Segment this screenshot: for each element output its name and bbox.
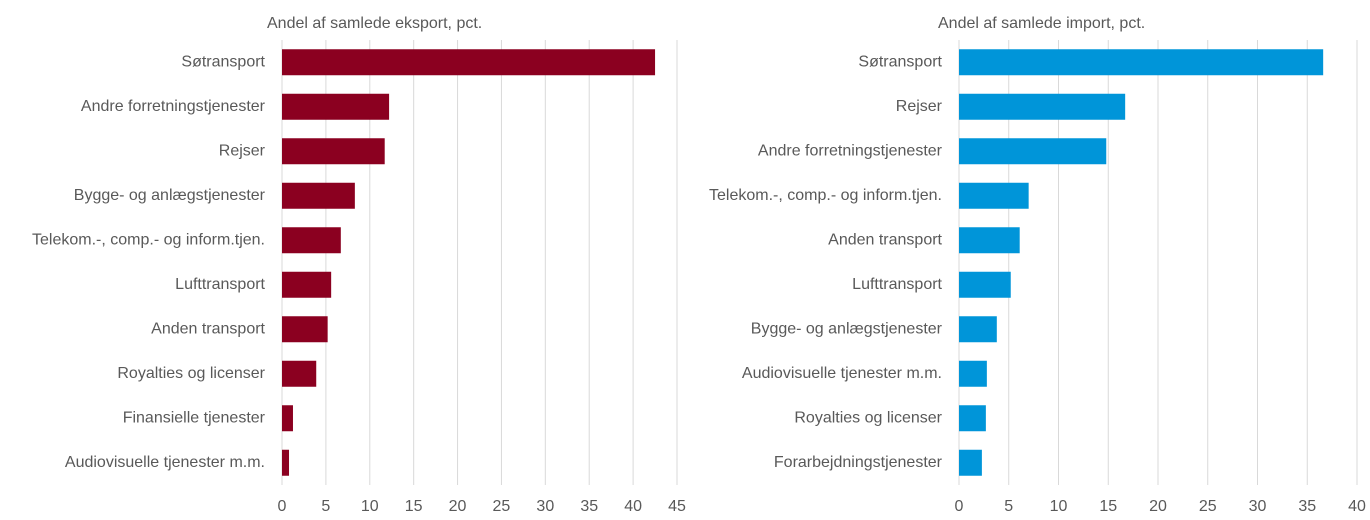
- x-tick-label: 5: [1004, 498, 1013, 515]
- x-tick-label: 35: [1298, 498, 1316, 515]
- y-tick-label: Bygge- og anlægstjenester: [751, 320, 943, 337]
- bar: [282, 227, 341, 254]
- x-tick-label: 30: [536, 498, 554, 515]
- bar: [959, 271, 1011, 298]
- y-tick-label: Rejser: [219, 142, 266, 159]
- y-tick-label: Telekom.-, comp.- og inform.tjen.: [709, 187, 942, 204]
- x-tick-label: 20: [1149, 498, 1167, 515]
- bar: [959, 182, 1029, 209]
- x-tick-label: 40: [1348, 498, 1366, 515]
- bar: [959, 93, 1126, 120]
- bar: [959, 227, 1020, 254]
- bar: [282, 405, 293, 432]
- chart-title: Andel af samlede import, pct.: [938, 15, 1145, 32]
- bar: [282, 49, 656, 76]
- x-tick-label: 25: [493, 498, 511, 515]
- bar: [959, 49, 1324, 76]
- x-tick-label: 25: [1199, 498, 1217, 515]
- y-tick-label: Audiovisuelle tjenester m.m.: [65, 454, 265, 471]
- y-tick-label: Andre forretningstjenester: [81, 98, 266, 115]
- x-tick-label: 0: [955, 498, 964, 515]
- bar: [282, 138, 385, 165]
- x-tick-label: 0: [278, 498, 287, 515]
- x-tick-label: 15: [1099, 498, 1117, 515]
- x-tick-label: 15: [405, 498, 423, 515]
- x-tick-label: 20: [449, 498, 467, 515]
- y-tick-label: Forarbejdningstjenester: [774, 454, 943, 471]
- bar: [282, 316, 328, 343]
- x-tick-label: 35: [580, 498, 598, 515]
- y-tick-label: Andre forretningstjenester: [758, 142, 943, 159]
- bar: [282, 449, 290, 476]
- y-tick-label: Lufttransport: [175, 276, 265, 293]
- y-tick-label: Telekom.-, comp.- og inform.tjen.: [32, 231, 265, 248]
- y-tick-label: Anden transport: [151, 320, 265, 337]
- y-tick-label: Søtransport: [181, 53, 265, 70]
- bar: [959, 138, 1107, 165]
- y-tick-label: Anden transport: [828, 231, 942, 248]
- x-tick-label: 40: [624, 498, 642, 515]
- y-tick-label: Bygge- og anlægstjenester: [74, 187, 266, 204]
- bar: [959, 360, 987, 387]
- y-tick-label: Søtransport: [858, 53, 942, 70]
- x-tick-label: 45: [668, 498, 686, 515]
- x-tick-label: 10: [1050, 498, 1068, 515]
- bar: [959, 405, 986, 432]
- x-tick-label: 30: [1249, 498, 1267, 515]
- bar: [282, 360, 317, 387]
- x-tick-label: 10: [361, 498, 379, 515]
- bar: [282, 182, 355, 209]
- y-tick-label: Finansielle tjenester: [123, 409, 266, 426]
- bar: [959, 316, 997, 343]
- x-tick-label: 5: [321, 498, 330, 515]
- y-tick-label: Lufttransport: [852, 276, 942, 293]
- y-tick-label: Rejser: [896, 98, 943, 115]
- y-tick-label: Royalties og licenser: [794, 409, 942, 426]
- bar: [282, 93, 390, 120]
- y-tick-label: Royalties og licenser: [117, 365, 265, 382]
- bar: [282, 271, 332, 298]
- bar: [959, 449, 982, 476]
- chart-title: Andel af samlede eksport, pct.: [267, 15, 482, 32]
- y-tick-label: Audiovisuelle tjenester m.m.: [742, 365, 942, 382]
